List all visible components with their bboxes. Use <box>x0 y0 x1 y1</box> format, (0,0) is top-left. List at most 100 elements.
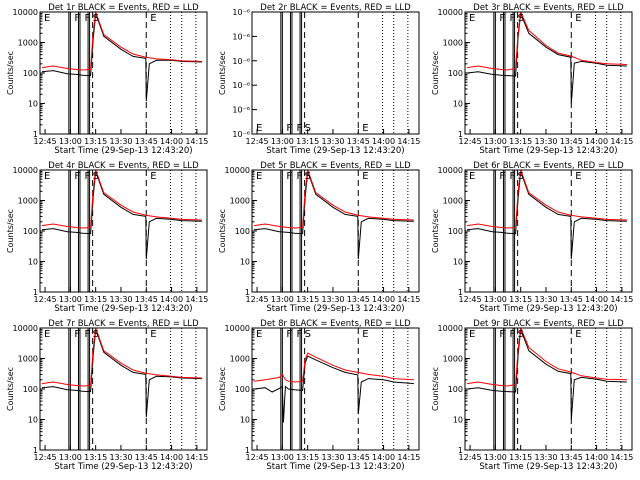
event-label: F <box>499 171 505 182</box>
y-axis-label: Counts/sec <box>6 209 15 253</box>
event-label: E <box>150 13 156 24</box>
x-tick-label: 13:00 <box>484 453 507 462</box>
y-tick-label: 10 <box>453 416 463 425</box>
x-tick-label: 14:15 <box>185 137 208 146</box>
x-tick-label: 13:45 <box>347 453 370 462</box>
x-axis-label: Start Time (29-Sep-13 12:43:20) <box>266 462 404 472</box>
chart-title: Det 6r BLACK = Events, RED = LLD <box>473 161 624 171</box>
event-label: E <box>44 13 50 24</box>
x-tick-label: 13:15 <box>509 137 532 146</box>
event-label: F <box>297 329 303 340</box>
y-tick-label: 100 <box>235 385 250 394</box>
event-label: S <box>93 13 99 24</box>
chart-det-8: 1 10 100 1000 10000 12:45 13:00 13:15 13:30 13:45… <box>218 319 420 472</box>
y-tick-label: 10 <box>28 100 38 109</box>
event-label: E <box>362 171 368 182</box>
chart-det-3: 1 10 100 1000 10000 12:45 13:00 13:15 13:30 13:45… <box>431 3 633 156</box>
event-label: F <box>510 13 516 24</box>
event-label: F <box>286 171 292 182</box>
x-tick-label: 14:15 <box>397 453 420 462</box>
x-tick-label: 13:30 <box>534 453 557 462</box>
y-tick-label: 10 <box>28 258 38 267</box>
event-label: E <box>150 171 156 182</box>
y-tick-label: 1 <box>458 288 463 297</box>
y-axis-label: Counts/sec <box>431 209 440 253</box>
series-line-events <box>41 13 202 102</box>
series-line-lld <box>466 328 627 387</box>
chart-title: Det 4r BLACK = Events, RED = LLD <box>48 161 199 171</box>
x-tick-label: 14:00 <box>372 295 395 304</box>
x-tick-label: 14:15 <box>397 295 420 304</box>
event-label: E <box>469 13 475 24</box>
event-label: F <box>74 13 80 24</box>
event-label: S <box>93 329 99 340</box>
x-tick-label: 13:15 <box>296 295 319 304</box>
y-tick-label: 100 <box>448 69 463 78</box>
x-tick-label: 13:00 <box>271 137 294 146</box>
x-tick-label: 13:15 <box>84 137 107 146</box>
y-tick-label: 10 <box>240 258 250 267</box>
y-tick-label: 10 <box>28 416 38 425</box>
x-tick-label: 13:30 <box>109 295 132 304</box>
chart-title: Det 3r BLACK = Events, RED = LLD <box>473 3 624 13</box>
event-label: S <box>305 329 311 340</box>
x-tick-label: 13:30 <box>321 453 344 462</box>
y-axis-label: Counts/sec <box>6 367 15 411</box>
y-tick-label: 1000 <box>230 197 250 206</box>
y-tick-label: 1000 <box>18 39 38 48</box>
series-line-events <box>41 171 202 260</box>
y-axis-label: Counts/sec <box>6 51 15 95</box>
y-tick-label: 10000 <box>438 8 463 17</box>
y-axis-label: Counts/sec <box>431 367 440 411</box>
x-tick-label: 13:15 <box>84 295 107 304</box>
y-tick-label: 10000 <box>13 166 38 175</box>
event-label: S <box>518 329 524 340</box>
x-tick-label: 14:15 <box>397 137 420 146</box>
event-label: F <box>297 171 303 182</box>
event-label: F <box>297 123 303 134</box>
chart-det-9: 1 10 100 1000 10000 12:45 13:00 13:15 13:30 13:45… <box>431 319 633 472</box>
event-label: E <box>44 329 50 340</box>
x-tick-label: 13:30 <box>534 295 557 304</box>
x-axis-label: Start Time (29-Sep-13 12:43:20) <box>54 462 192 472</box>
x-tick-label: 13:15 <box>509 295 532 304</box>
y-tick-label: 10000 <box>438 324 463 333</box>
x-axis-label: Start Time (29-Sep-13 12:43:20) <box>479 462 617 472</box>
x-tick-label: 13:00 <box>484 295 507 304</box>
x-tick-label: 13:00 <box>271 453 294 462</box>
x-tick-label: 12:45 <box>459 137 482 146</box>
chart-det-1: 1 10 100 1000 10000 12:45 13:00 13:15 13:30 13:45… <box>6 3 208 156</box>
y-tick-label: 10000 <box>225 324 250 333</box>
plot-frame <box>251 11 420 135</box>
chart-det-4: 1 10 100 1000 10000 12:45 13:00 13:15 13:30 13:45… <box>6 161 208 314</box>
y-tick-label: 1000 <box>18 197 38 206</box>
y-tick-label: 100 <box>448 385 463 394</box>
y-tick-label: 100 <box>23 385 38 394</box>
event-label: E <box>575 171 581 182</box>
event-label: F <box>286 123 292 134</box>
y-axis-label: Counts/sec <box>218 367 227 411</box>
x-tick-label: 13:30 <box>109 453 132 462</box>
series-line-lld <box>466 12 627 71</box>
x-tick-label: 12:45 <box>34 137 57 146</box>
x-tick-label: 13:00 <box>59 453 82 462</box>
event-label: E <box>256 171 262 182</box>
x-tick-label: 13:45 <box>560 295 583 304</box>
y-tick-label: 10000 <box>13 324 38 333</box>
x-tick-label: 14:00 <box>160 137 183 146</box>
x-tick-label: 13:00 <box>271 295 294 304</box>
y-tick-label: 10⁻⁶ <box>232 57 250 66</box>
series-line-events <box>466 171 627 260</box>
x-tick-label: 13:30 <box>109 137 132 146</box>
x-axis-label: Start Time (29-Sep-13 12:43:20) <box>479 304 617 314</box>
series-line-events <box>466 13 627 104</box>
y-tick-label: 1000 <box>443 197 463 206</box>
x-tick-label: 12:45 <box>459 295 482 304</box>
y-tick-label: 1 <box>458 130 463 139</box>
series-line-events <box>253 171 414 260</box>
chart-title: Det 2r BLACK = Events, RED = LLD <box>260 3 411 13</box>
series-line-events <box>41 329 202 418</box>
chart-det-7: 1 10 100 1000 10000 12:45 13:00 13:15 13:30 13:45… <box>6 319 208 472</box>
chart-title: Det 7r BLACK = Events, RED = LLD <box>48 319 199 329</box>
event-label: E <box>256 329 262 340</box>
